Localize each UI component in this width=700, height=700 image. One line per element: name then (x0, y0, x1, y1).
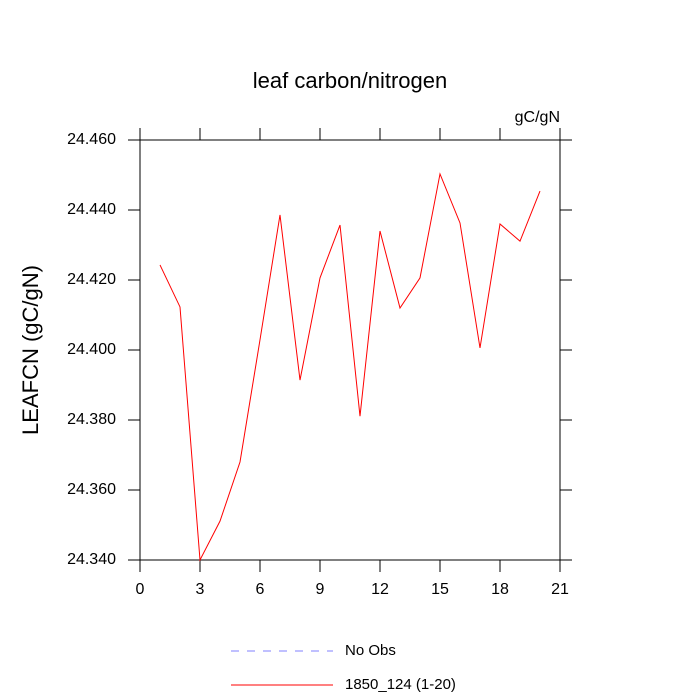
y-tick-label: 24.460 (67, 131, 116, 148)
y-axis-label: LEAFCN (gC/gN) (18, 265, 43, 435)
x-tick-label: 3 (196, 581, 205, 598)
units-label: gC/gN (515, 109, 560, 126)
legend-label: 1850_124 (1-20) (345, 676, 456, 693)
x-tick-label: 9 (316, 581, 325, 598)
y-tick-label: 24.380 (67, 411, 116, 428)
data-line (159, 172, 541, 562)
y-tick-label: 24.400 (67, 341, 116, 358)
chart-title: leaf carbon/nitrogen (253, 68, 447, 93)
x-tick-label: 6 (256, 581, 265, 598)
x-tick-label: 15 (431, 581, 449, 598)
y-tick-label: 24.440 (67, 201, 116, 218)
y-tick-label: 24.420 (67, 271, 116, 288)
legend-label: No Obs (345, 642, 396, 659)
x-tick-label: 21 (551, 581, 569, 598)
y-tick-label: 24.340 (67, 551, 116, 568)
x-tick-label: 18 (491, 581, 509, 598)
x-tick-label: 0 (136, 581, 145, 598)
x-tick-label: 12 (371, 581, 389, 598)
plot-frame (139, 139, 561, 561)
y-tick-label: 24.360 (67, 481, 116, 498)
